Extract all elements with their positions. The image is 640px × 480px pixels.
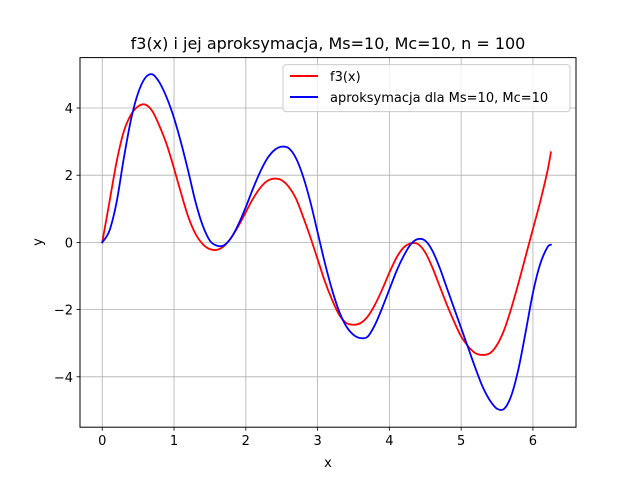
x-tick-label: 4	[385, 434, 393, 449]
y-tick-label: 4	[65, 102, 73, 117]
y-tick-label: −4	[54, 371, 73, 386]
x-tick-label: 0	[98, 434, 106, 449]
legend-label-approximation: aproksymacja dla Ms=10, Mc=10	[330, 91, 548, 106]
legend-box	[282, 64, 571, 113]
series-line-approximation	[101, 73, 553, 411]
x-tick-label: 2	[242, 434, 250, 449]
y-tick-label: 2	[65, 169, 73, 184]
legend: f3(x) aproksymacja dla Ms=10, Mc=10	[282, 64, 571, 113]
series-line-f3	[101, 103, 552, 356]
y-tick-label: 0	[65, 236, 73, 251]
x-tick-label: 6	[529, 434, 537, 449]
y-axis-label: y	[31, 238, 46, 246]
chart-title: f3(x) i jej aproksymacja, Ms=10, Mc=10, …	[131, 34, 526, 53]
x-axis-label: x	[324, 456, 332, 471]
ticks: 0 1 2 3 4 5 6 −4 −2 0 2 4	[54, 102, 537, 449]
legend-label-f3: f3(x)	[330, 70, 361, 85]
y-tick-label: −2	[54, 304, 73, 319]
series-layer	[101, 73, 553, 411]
x-tick-label: 5	[457, 434, 465, 449]
x-tick-label: 1	[170, 434, 178, 449]
grid	[80, 57, 576, 428]
x-tick-label: 3	[313, 434, 321, 449]
